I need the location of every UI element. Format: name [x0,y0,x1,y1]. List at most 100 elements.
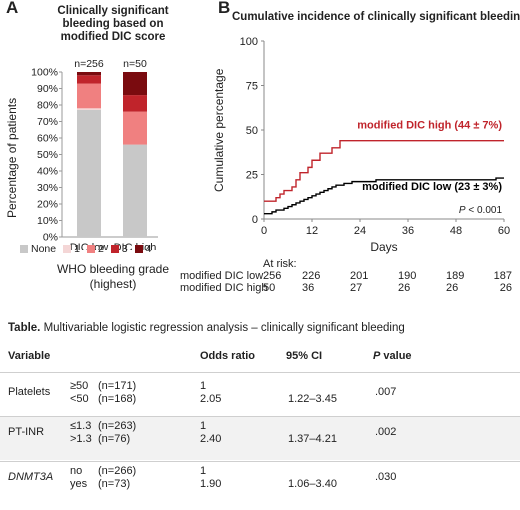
table-n: (n=76) [98,433,131,445]
label-dic-low: modified DIC low (23 ± 3%) [362,181,502,193]
risk-value: 26 [499,282,512,294]
legend-label: 4 [145,243,152,255]
table-odds-ratio: 1 [200,465,207,477]
table-level: no [70,465,83,477]
panel-a-legend: None 1 2 3 4 [20,243,155,255]
table-n: (n=266) [98,465,137,477]
risk-value: 26 [446,282,459,294]
y-tick-label: 40% [37,166,58,178]
panel-a-letter: A [6,0,19,17]
label-dic-high: modified DIC high (44 ± 7%) [357,120,502,132]
table-ci: 1.37–4.21 [288,433,337,445]
panel-b-ylabel: Cumulative percentage [212,68,226,192]
table-p-value: .002 [375,426,397,438]
panel-a-chart: 0%10%20%30%40%50%60%70%80%90%100%n=256DI… [31,58,158,250]
table-ci: 1.22–3.45 [288,393,337,405]
table-level: ≥50 [70,380,89,392]
table-level: ≤1.3 [70,420,92,432]
legend-swatch [110,245,119,253]
y-tick-label: 0% [43,232,58,244]
panel-b-letter: B [218,0,231,17]
table-variable: DNMT3A [8,471,54,483]
risk-value: 190 [398,270,417,282]
y-tick-label: 75 [246,81,258,93]
legend-label: 2 [97,243,104,255]
table-title: Table. Multivariable logistic regression… [8,322,405,334]
y-tick-label: 70% [37,116,58,128]
x-tick-label: 12 [306,225,318,237]
table-header-rule [0,372,520,373]
table-n: (n=263) [98,420,137,432]
panel-b-title: Cumulative incidence of clinically signi… [232,11,520,23]
panel-a-xlabel-line2: (highest) [89,277,137,291]
risk-row-label: modified DIC low [180,270,264,282]
table-title-rest: Multivariable logistic regression analys… [40,322,405,334]
table-variable: PT-INR [8,426,45,438]
table-row-divider [0,416,520,417]
table-odds-ratio: 1.90 [200,478,222,490]
p-value-letter: P [459,205,466,216]
table-n: (n=168) [98,393,137,405]
table-header-p-rest: value [380,350,412,362]
legend-label: 3 [121,243,128,255]
panel-b-chart: 0 25 50 75 100 0 12 24 36 48 60 Days modified DIC hi… [240,36,510,254]
bar-segment-dic-low-3 [77,75,101,84]
legend-swatch [134,245,143,253]
y-tick-label: 50 [246,125,258,137]
x-axis-label: Days [370,240,397,254]
risk-value: 26 [398,282,411,294]
risk-value: 189 [446,270,465,282]
y-tick-label: 30% [37,182,58,194]
y-tick-label: 0 [252,214,258,226]
y-tick-label: 90% [37,83,58,95]
table-header-p: P value [373,350,412,362]
p-value-rest: < 0.001 [466,205,503,216]
bar-segment-dic-low-4 [77,72,101,76]
table-row-background [0,416,520,460]
y-tick-label: 100% [31,67,58,79]
risk-header: At risk: [263,258,297,270]
x-tick-label: 36 [402,225,414,237]
table-n: (n=171) [98,380,137,392]
table-odds-ratio: 2.05 [200,393,222,405]
table-level: yes [70,478,88,490]
risk-value: 187 [493,270,512,282]
table-header-variable: Variable [8,350,51,362]
group-n-label: n=256 [74,58,104,70]
legend-label: None [31,243,57,255]
risk-row-label: modified DIC high [180,282,268,294]
table-odds-ratio: 1 [200,380,207,392]
table-odds-ratio: 2.40 [200,433,222,445]
bar-segment-dic-high-2 [123,111,147,145]
bar-segment-dic-high-none [123,144,147,237]
risk-value: 226 [302,270,321,282]
table-p-value: .030 [375,471,397,483]
table-level: <50 [70,393,89,405]
curve-dic-low [264,177,504,215]
table-n: (n=73) [98,478,131,490]
risk-value: 256 [263,270,282,282]
y-tick-label: 80% [37,100,58,112]
table-odds-ratio: 1 [200,420,207,432]
bar-segment-dic-low-2 [77,83,101,109]
table-title-bold: Table. [8,322,41,334]
bar-segment-dic-high-4 [123,72,147,96]
table-ci: 1.06–3.40 [288,478,337,490]
legend-label: 1 [74,243,80,255]
table-level: >1.3 [70,433,92,445]
panel-a-xlabel-line1: WHO bleeding grade [56,262,170,276]
y-tick-label: 25 [246,170,258,182]
table-header-odds: Odds ratio [200,350,256,362]
table-p-value: .007 [375,386,397,398]
bar-segment-dic-low-none [77,109,101,237]
y-tick-label: 10% [37,215,58,227]
risk-value: 201 [350,270,369,282]
bar-segment-dic-low-1 [77,108,101,110]
y-tick-label: 60% [37,133,58,145]
x-tick-label: 60 [498,225,510,237]
y-tick-label: 50% [37,149,58,161]
x-tick-label: 48 [450,225,462,237]
risk-value: 50 [263,282,276,294]
legend-swatch [20,245,28,253]
x-tick-label: 24 [354,225,366,237]
